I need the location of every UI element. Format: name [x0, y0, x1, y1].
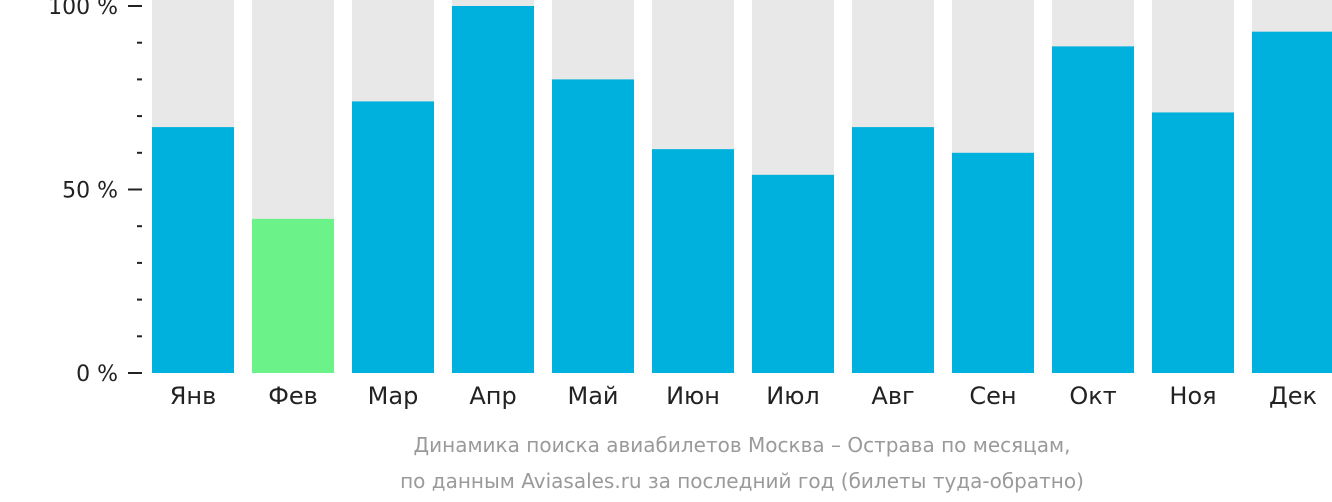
bar-12[interactable] — [1252, 31, 1332, 373]
chart-caption-line-2: по данным Aviasales.ru за последний год … — [400, 469, 1084, 493]
x-tick-label-10: Окт — [1069, 382, 1116, 410]
x-axis-labels: Янв Фев Мар Апр Май Июн Июл Авг Сен Окт Ноя Дек — [170, 382, 1317, 410]
x-tick-label-4: Апр — [469, 382, 516, 410]
y-tick-label-1: 0 % — [76, 362, 118, 387]
bar-8[interactable] — [852, 127, 934, 373]
bar-6[interactable] — [652, 149, 734, 373]
bar-5[interactable] — [552, 79, 634, 374]
x-tick-label-8: Авг — [871, 382, 914, 410]
chart-caption-line-1: Динамика поиска авиабилетов Москва – Ост… — [414, 433, 1071, 457]
bar-2[interactable] — [252, 218, 334, 373]
bar-7[interactable] — [752, 174, 834, 373]
x-tick-label-12: Дек — [1269, 382, 1317, 410]
bar-9[interactable] — [952, 152, 1034, 373]
y-tick-label-2: 50 % — [62, 179, 118, 204]
x-tick-label-3: Мар — [368, 382, 419, 410]
x-tick-label-2: Фев — [268, 382, 318, 410]
y-axis: 0 % 50 % 100 % — [48, 0, 142, 387]
x-tick-label-9: Сен — [969, 382, 1016, 410]
bar-11[interactable] — [1152, 112, 1234, 374]
bar-4[interactable] — [452, 6, 534, 373]
x-tick-label-7: Июл — [766, 382, 820, 410]
bar-3[interactable] — [352, 101, 434, 374]
bar-1[interactable] — [152, 127, 234, 373]
x-tick-label-5: Май — [567, 382, 618, 410]
bar-10[interactable] — [1052, 46, 1134, 374]
x-tick-label-11: Ноя — [1169, 382, 1216, 410]
x-tick-label-6: Июн — [666, 382, 720, 410]
x-tick-label-1: Янв — [170, 382, 217, 410]
y-tick-label-3: 100 % — [48, 0, 118, 20]
data-bars — [152, 6, 1332, 374]
